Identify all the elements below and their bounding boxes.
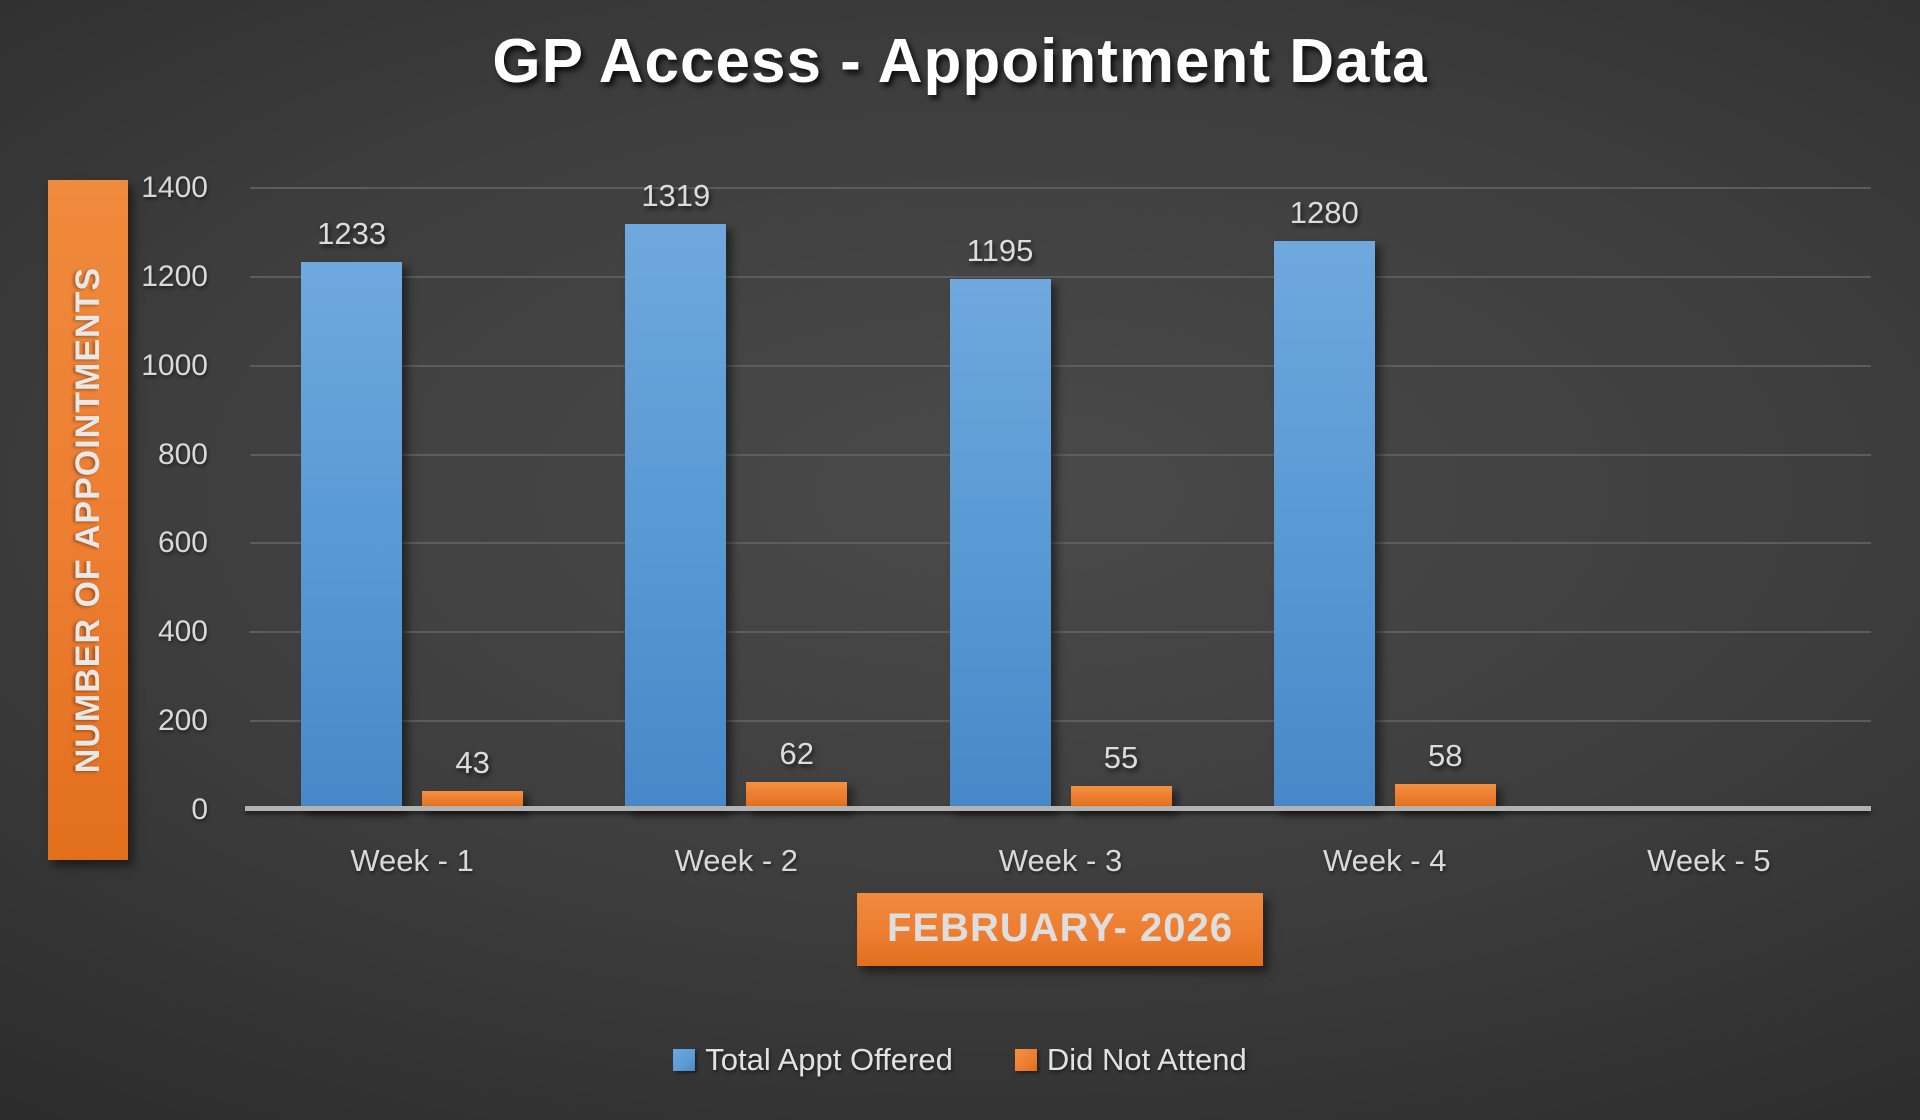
- legend-label-did-not-attend: Did Not Attend: [1046, 1042, 1247, 1077]
- x-axis-line: [245, 806, 1871, 811]
- legend-swatch-total-appt-offered: [673, 1049, 696, 1071]
- bar-did-not-attend-week-1: 43: [422, 745, 524, 810]
- bar-group-week-5: [1547, 188, 1871, 810]
- legend-item-did-not-attend: Did Not Attend: [1014, 1042, 1247, 1078]
- legend-label-total-appt-offered: Total Appt Offered: [705, 1042, 953, 1077]
- gridline-1000: [250, 364, 1871, 367]
- y-tick-label-600: 600: [157, 526, 208, 560]
- y-tick-label-1400: 1400: [141, 171, 208, 204]
- plot-area: 1233 43 1319 62 1195 55 1280 58: [245, 178, 1871, 811]
- gridline-1200: [250, 275, 1871, 278]
- bar-did-not-attend-week-2: 62: [746, 736, 848, 810]
- data-label-total-appt-offered-week-2: 1319: [641, 178, 711, 213]
- y-tick-label-200: 200: [157, 704, 208, 738]
- legend-item-total-appt-offered: Total Appt Offered: [673, 1042, 953, 1078]
- bar-did-not-attend-week-3: 55: [1070, 740, 1172, 810]
- x-axis-label-week-4: Week - 4: [1322, 843, 1447, 878]
- y-tick-label-1000: 1000: [141, 348, 208, 382]
- y-tick-label-0: 0: [191, 793, 208, 826]
- data-label-did-not-attend-week-4: 58: [1427, 738, 1463, 774]
- bar-group-week-2: 1319 62: [574, 178, 898, 810]
- y-axis-title-box: NUMBER OF APPOINTMENTS: [48, 180, 128, 860]
- bar-did-not-attend-week-4: 58: [1394, 738, 1496, 810]
- data-label-total-appt-offered-week-4: 1280: [1289, 195, 1359, 231]
- gridline-200: [250, 720, 1871, 723]
- x-axis-title-box: FEBRUARY- 2026: [857, 893, 1263, 966]
- legend-swatch-did-not-attend: [1014, 1049, 1037, 1071]
- gridline-1400: [250, 187, 1871, 189]
- bars-container: 1233 43 1319 62 1195 55 1280 58: [250, 178, 1871, 810]
- y-axis-tick-labels: 0 200 400 600 800 1000 1200 1400: [120, 171, 208, 826]
- x-axis-label-week-5: Week - 5: [1647, 843, 1771, 878]
- bar-group-week-3: 1195 55: [898, 188, 1222, 810]
- bar-group-week-4: 1280 58: [1223, 188, 1547, 810]
- data-label-total-appt-offered-week-3: 1195: [966, 233, 1034, 269]
- data-label-total-appt-offered-week-1: 1233: [317, 216, 387, 252]
- x-axis-title: FEBRUARY- 2026: [887, 906, 1233, 950]
- gridline-400: [250, 631, 1871, 634]
- y-tick-label-1200: 1200: [141, 259, 208, 293]
- bar-total-appt-offered-week-1: 1233: [301, 216, 403, 810]
- y-axis-title: NUMBER OF APPOINTMENTS: [68, 266, 107, 774]
- chart-title: GP Access - Appointment Data: [492, 27, 1428, 96]
- gridline-800: [250, 453, 1871, 456]
- bar-total-appt-offered-week-2: 1319: [625, 178, 727, 810]
- gridline-600: [250, 542, 1871, 545]
- bar-total-appt-offered-week-4: 1280: [1273, 195, 1375, 810]
- data-label-did-not-attend-week-1: 43: [455, 744, 490, 780]
- y-tick-label-400: 400: [157, 615, 208, 649]
- bar-group-week-1: 1233 43: [250, 188, 574, 810]
- x-axis-label-week-2: Week - 2: [674, 843, 799, 878]
- data-label-did-not-attend-week-3: 55: [1103, 739, 1139, 775]
- legend: Total Appt Offered Did Not Attend: [0, 1042, 1920, 1078]
- x-axis-label-week-1: Week - 1: [350, 843, 474, 878]
- x-axis-category-labels: Week - 1 Week - 2 Week - 3 Week - 4 Week - 5: [250, 843, 1871, 879]
- y-tick-label-800: 800: [157, 437, 208, 471]
- data-label-did-not-attend-week-2: 62: [779, 736, 815, 772]
- bar-total-appt-offered-week-3: 1195: [949, 233, 1051, 810]
- x-axis-label-week-3: Week - 3: [998, 843, 1123, 878]
